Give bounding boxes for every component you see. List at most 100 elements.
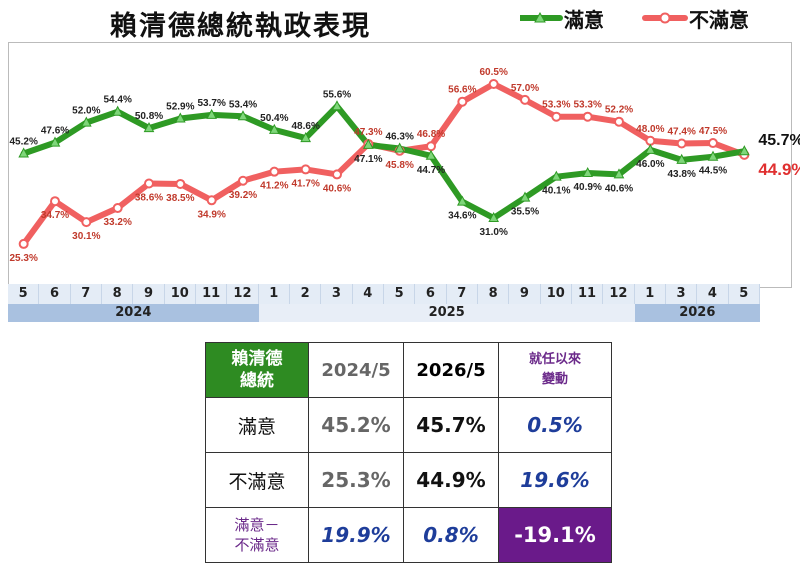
- point-unsatisfied: [332, 169, 342, 180]
- month-axis: 5 6 7 8 9 10 11 12 1 2 3 4 5 6 7 8 9 10 11 12 1 3 4 5: [8, 284, 760, 304]
- summary-table: 賴清德 總統 2024/5 2026/5 就任以來 變動 滿意 45.2% 45…: [205, 342, 612, 563]
- table-corner-cell: 賴清德 總統: [205, 342, 309, 398]
- data-label-satisfied: 50.8%: [135, 111, 163, 122]
- point-unsatisfied: [300, 164, 311, 175]
- table-col-2024: 2024/5: [308, 342, 404, 398]
- data-label-unsatisfied: 44.9%: [758, 160, 800, 179]
- point-unsatisfied: [175, 178, 186, 189]
- table-col-2026: 2026/5: [403, 342, 499, 398]
- month-tick-label: 4: [352, 284, 384, 304]
- point-satisfied: [488, 211, 499, 223]
- point-satisfied: [206, 108, 217, 119]
- table-row: 滿意 45.2% 45.7% 0.5%: [205, 397, 612, 453]
- year-tick-label: 2026: [634, 304, 760, 322]
- point-unsatisfied: [144, 178, 154, 189]
- point-satisfied: [645, 143, 656, 154]
- point-unsatisfied: [426, 141, 436, 152]
- cell-unsatisfied-2026: 44.9%: [403, 452, 499, 508]
- point-unsatisfied: [488, 79, 499, 89]
- cell-net-change: -19.1%: [498, 507, 612, 563]
- cell-unsatisfied-change: 19.6%: [498, 452, 612, 508]
- data-label-unsatisfied: 47.3%: [354, 127, 382, 138]
- month-tick-label: 9: [509, 284, 541, 304]
- cell-net-2024: 19.9%: [308, 507, 404, 563]
- data-label-unsatisfied: 38.6%: [135, 192, 163, 203]
- point-unsatisfied: [457, 96, 468, 107]
- data-label-unsatisfied: 60.5%: [479, 67, 507, 78]
- data-label-satisfied: 47.1%: [354, 154, 382, 165]
- month-tick-label: 9: [133, 284, 165, 304]
- point-satisfied: [707, 150, 719, 161]
- data-label-satisfied: 52.0%: [72, 106, 100, 117]
- data-label-satisfied: 40.1%: [542, 186, 570, 197]
- data-label-unsatisfied: 40.6%: [323, 183, 351, 194]
- data-label-unsatisfied: 25.3%: [9, 253, 37, 264]
- point-unsatisfied: [238, 175, 248, 186]
- cell-net-2026: 0.8%: [403, 507, 499, 563]
- month-tick-label: 1: [634, 284, 666, 304]
- data-label-unsatisfied: 33.2%: [103, 217, 131, 228]
- table-row: 滿意－ 不滿意 19.9% 0.8% -19.1%: [205, 507, 612, 563]
- legend-swatches: [520, 11, 688, 24]
- data-label-unsatisfied: 46.8%: [417, 129, 445, 140]
- point-satisfied: [739, 145, 750, 156]
- data-label-unsatisfied: 45.8%: [385, 160, 413, 171]
- table-corner-line2: 總統: [240, 371, 274, 391]
- month-tick-label: 3: [321, 284, 353, 304]
- point-unsatisfied: [614, 116, 624, 127]
- point-unsatisfied: [676, 138, 687, 149]
- table-header-row: 賴清德 總統 2024/5 2026/5 就任以來 變動: [205, 342, 612, 398]
- data-label-unsatisfied: 53.3%: [542, 100, 570, 111]
- month-tick-label: 2: [289, 284, 322, 304]
- data-label-satisfied: 46.3%: [385, 132, 413, 143]
- row-label-net: 滿意－ 不滿意: [205, 507, 309, 563]
- month-tick-label: 12: [603, 284, 635, 304]
- point-unsatisfied: [81, 217, 92, 228]
- month-tick-label: 5: [8, 284, 40, 304]
- data-label-unsatisfied: 38.5%: [166, 193, 194, 204]
- data-label-satisfied: 40.6%: [605, 183, 633, 194]
- series-line-satisfied: [20, 103, 748, 222]
- cell-unsatisfied-2024: 25.3%: [308, 452, 404, 508]
- point-unsatisfied: [50, 196, 60, 207]
- point-satisfied: [394, 142, 405, 153]
- data-label-satisfied: 53.7%: [197, 98, 225, 109]
- data-label-unsatisfied: 47.5%: [699, 126, 727, 137]
- point-satisfied: [18, 147, 29, 158]
- chart-title: 賴清德總統執政表現: [110, 11, 371, 42]
- data-label-satisfied: 54.4%: [103, 95, 131, 106]
- data-label-satisfied: 44.7%: [417, 165, 445, 176]
- month-tick-label: 10: [164, 284, 196, 304]
- data-label-unsatisfied: 47.4%: [667, 127, 695, 138]
- legend-satisfied: 滿意: [564, 8, 604, 32]
- point-satisfied: [363, 138, 374, 149]
- point-satisfied: [237, 110, 249, 121]
- data-label-unsatisfied: 48.0%: [636, 124, 664, 135]
- legend: 滿意 不滿意: [520, 4, 800, 32]
- month-tick-label: 4: [697, 284, 729, 304]
- data-label-unsatisfied: 52.2%: [605, 105, 633, 116]
- month-tick-label: 11: [195, 284, 228, 304]
- month-tick-label: 6: [415, 284, 447, 304]
- data-label-unsatisfied: 41.7%: [291, 178, 319, 189]
- point-unsatisfied: [708, 138, 718, 149]
- point-satisfied: [143, 122, 155, 133]
- year-tick-label: 2025: [258, 304, 635, 322]
- line-chart: 45.2% 25.3% 47.6% 34.7% 52.0% 30.1% 54.4% 33.2%…: [9, 67, 800, 264]
- row-label-satisfied: 滿意: [205, 397, 309, 453]
- point-unsatisfied: [582, 111, 593, 122]
- data-label-unsatisfied: 41.2%: [260, 181, 288, 192]
- month-tick-label: 6: [39, 284, 71, 304]
- data-label-unsatisfied: 34.9%: [197, 209, 225, 220]
- data-label-unsatisfied: 34.7%: [41, 210, 69, 221]
- data-label-unsatisfied: 30.1%: [72, 231, 100, 242]
- point-satisfied: [519, 191, 531, 202]
- month-tick-label: 7: [70, 284, 102, 304]
- row-label-net-line1: 滿意－: [234, 516, 280, 534]
- point-satisfied: [49, 136, 61, 147]
- point-satisfied: [112, 105, 123, 116]
- table-row: 不滿意 25.3% 44.9% 19.6%: [205, 452, 612, 508]
- table-col-change: 就任以來 變動: [498, 342, 612, 398]
- point-satisfied: [175, 112, 186, 123]
- point-satisfied: [551, 170, 562, 181]
